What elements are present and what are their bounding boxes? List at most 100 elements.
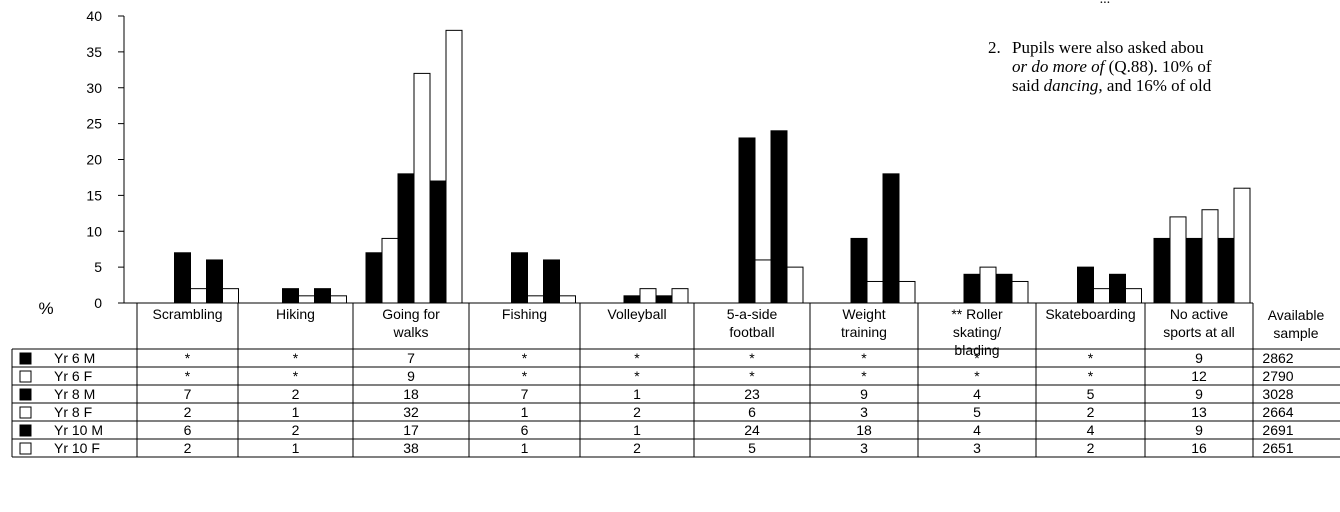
- y-axis: 0 5 10 15 20 25 30 35 40%: [38, 8, 125, 318]
- cell-2-6: 9: [860, 386, 868, 402]
- side-note-line-2: or do more of (Q.88). 10% of: [988, 57, 1340, 76]
- cell-5-2: 38: [403, 440, 419, 456]
- bar-9-4: [1217, 237, 1235, 304]
- cell-4-5: 24: [744, 422, 760, 438]
- cell-1-8: *: [1088, 368, 1094, 384]
- bar-0-2: [174, 252, 191, 304]
- side-note-text: 2. Pupils were also asked abou or do more…: [988, 38, 1340, 95]
- bar-6-3: [866, 280, 884, 304]
- y-tick-label-6: 30: [86, 80, 102, 96]
- cell-0-9: 9: [1195, 350, 1203, 366]
- cell-5-8: 2: [1087, 440, 1095, 456]
- bar-0-4: [206, 259, 223, 304]
- sample-header-0: Available: [1268, 307, 1325, 323]
- cell-5-5: 5: [748, 440, 756, 456]
- bar-3-2: [511, 252, 528, 304]
- bar-1-2: [282, 288, 299, 304]
- cell-1-7: *: [974, 368, 980, 384]
- cell-3-0: 2: [184, 404, 192, 420]
- cell-4-9: 9: [1195, 422, 1203, 438]
- bar-5-2: [738, 137, 756, 304]
- legend-label-0: Yr 6 M: [54, 350, 95, 366]
- cell-2-8: 5: [1087, 386, 1095, 402]
- y-tick-label-5: 25: [86, 116, 102, 132]
- cell-3-7: 5: [973, 404, 981, 420]
- cell-5-3: 1: [521, 440, 529, 456]
- bar-8-2: [1077, 266, 1094, 304]
- cell-0-0: *: [185, 350, 191, 366]
- cell-0-2: 7: [407, 350, 415, 366]
- bar-1-3: [298, 295, 315, 304]
- cell-2-1: 2: [292, 386, 300, 402]
- cell-2-9: 9: [1195, 386, 1203, 402]
- side-note-line-3-pre: said: [1012, 76, 1044, 95]
- legend-label-4: Yr 10 M: [54, 422, 103, 438]
- cell-0-5: *: [749, 350, 755, 366]
- legend-swatch-4: [19, 424, 32, 437]
- bar-4-3: [639, 288, 657, 304]
- category-label-5-0: 5-a-side: [727, 306, 778, 322]
- y-tick-label-2: 10: [86, 223, 102, 239]
- bar-8-4: [1109, 273, 1126, 304]
- bar-5-5: [786, 266, 804, 304]
- y-tick-label-1: 5: [94, 259, 102, 275]
- cell-0-1: *: [293, 350, 299, 366]
- y-tick-label-3: 15: [86, 187, 102, 203]
- cell-1-9: 12: [1191, 368, 1207, 384]
- bar-2-5: [445, 29, 463, 304]
- side-note-line-1: 2. Pupils were also asked abou: [988, 38, 1340, 57]
- bar-3-3: [527, 295, 544, 304]
- y-tick-label-4: 20: [86, 152, 102, 168]
- side-note-line-3-rest: and 16% of old: [1102, 76, 1212, 95]
- cell-5-1: 1: [292, 440, 300, 456]
- cell-2-4: 1: [633, 386, 641, 402]
- cell-5-0: 2: [184, 440, 192, 456]
- legend-swatch-0: [19, 352, 32, 365]
- cell-0-3: *: [522, 350, 528, 366]
- bar-7-4: [995, 273, 1013, 304]
- category-label-2-0: Going for: [382, 306, 440, 322]
- cell-3-5: 6: [748, 404, 756, 420]
- cell-0-8: *: [1088, 350, 1094, 366]
- cell-4-7: 4: [973, 422, 981, 438]
- bar-6-5: [898, 280, 916, 304]
- bar-6-2: [850, 237, 868, 304]
- cell-2-5: 23: [744, 386, 760, 402]
- bar-2-1: [381, 237, 399, 304]
- cell-3-8: 2: [1087, 404, 1095, 420]
- bar-4-2: [623, 295, 641, 304]
- bar-9-3: [1201, 209, 1219, 304]
- bar-8-3: [1093, 288, 1110, 304]
- bar-6-4: [882, 173, 900, 304]
- cell-4-1: 2: [292, 422, 300, 438]
- sample-cell-3: 2664: [1262, 404, 1293, 420]
- cell-3-9: 13: [1191, 404, 1207, 420]
- cell-5-7: 3: [973, 440, 981, 456]
- bar-7-5: [1011, 280, 1029, 304]
- side-note-line-3: said dancing, and 16% of old: [988, 76, 1340, 95]
- category-label-9-0: No active: [1170, 306, 1229, 322]
- bar-2-4: [429, 180, 447, 304]
- legend-swatch-1: [19, 370, 32, 383]
- y-tick-label-7: 35: [86, 44, 102, 60]
- legend-swatch-5: [19, 442, 32, 455]
- category-label-8-0: Skateboarding: [1045, 306, 1135, 322]
- bar-4-5: [671, 288, 689, 304]
- y-tick-label-8: 40: [86, 8, 102, 24]
- cell-2-7: 4: [973, 386, 981, 402]
- category-label-6-1: training: [841, 324, 887, 340]
- legend-label-5: Yr 10 F: [54, 440, 100, 456]
- cell-1-5: *: [749, 368, 755, 384]
- cell-2-3: 7: [521, 386, 529, 402]
- cell-4-8: 4: [1087, 422, 1095, 438]
- cell-1-2: 9: [407, 368, 415, 384]
- bar-5-3: [754, 259, 772, 304]
- legend-swatch-2: [19, 388, 32, 401]
- bar-9-1: [1169, 216, 1187, 304]
- cell-0-6: *: [861, 350, 867, 366]
- bar-9-5: [1233, 187, 1251, 304]
- sample-cell-1: 2790: [1262, 368, 1293, 384]
- bars-layer: [174, 29, 1251, 304]
- cell-3-3: 1: [521, 404, 529, 420]
- sample-header-1: sample: [1273, 325, 1318, 341]
